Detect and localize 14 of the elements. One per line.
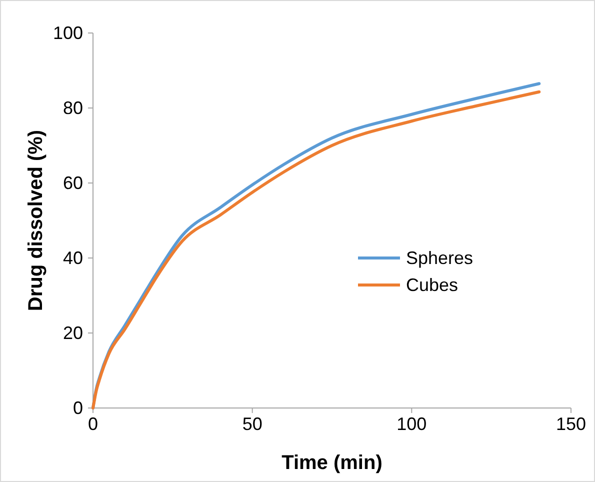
x-tick-label: 0	[88, 414, 98, 434]
x-tick-label: 50	[242, 414, 262, 434]
legend-label: Spheres	[406, 248, 474, 268]
x-axis-title: Time (min)	[282, 452, 382, 474]
x-tick-label: 100	[396, 414, 427, 434]
y-tick-label: 0	[72, 398, 83, 418]
y-tick-label: 20	[62, 323, 83, 343]
x-tick-label: 150	[556, 414, 586, 434]
y-tick-label: 60	[62, 173, 83, 193]
y-tick-label: 100	[52, 23, 83, 43]
y-tick-label: 40	[62, 248, 83, 268]
legend-label: Cubes	[406, 275, 458, 295]
y-tick-label: 80	[62, 98, 83, 118]
y-axis-title: Drug dissolved (%)	[25, 130, 47, 312]
